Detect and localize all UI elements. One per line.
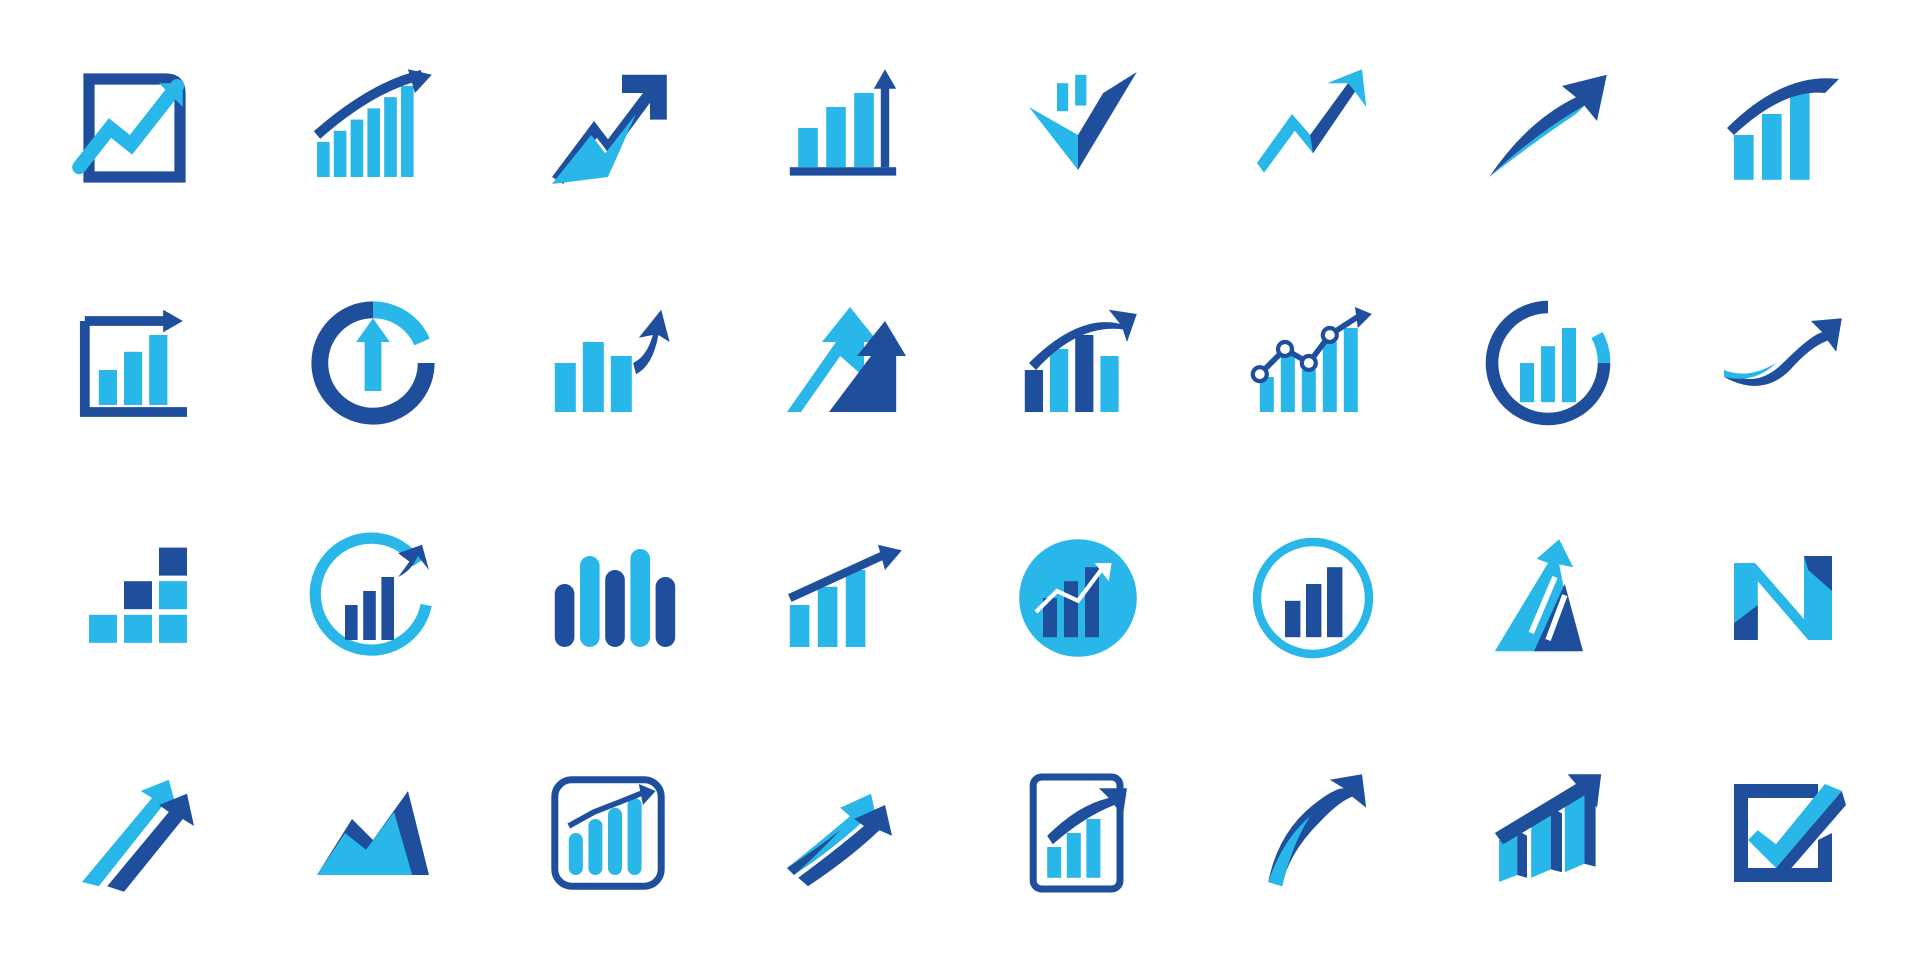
ring-bars-icon — [1243, 528, 1383, 668]
filled-circle-chart-icon — [1008, 528, 1148, 668]
icon-swoosh-arrow — [1470, 40, 1625, 215]
icon-double-arrow-up — [765, 275, 920, 450]
icon-chart-arrow-box — [60, 40, 215, 215]
icon-block-squares — [60, 510, 215, 685]
block-squares-icon — [68, 528, 208, 668]
curved-arrow-up-icon — [1243, 763, 1383, 903]
icon-v-check-swoosh — [1000, 40, 1155, 215]
icon-bars-thin-arrow — [765, 510, 920, 685]
icon-triple-arrows-up — [1470, 510, 1625, 685]
rounded-box-bars-icon — [538, 763, 678, 903]
icon-ring-bars — [1235, 510, 1390, 685]
bars-tall-arrow-icon — [773, 58, 913, 198]
v-check-swoosh-icon — [1008, 58, 1148, 198]
icon-filled-circle-chart — [1000, 510, 1155, 685]
circle-bars-icon — [1478, 293, 1618, 433]
icon-circle-bars — [1470, 275, 1625, 450]
bars-swoosh-icon — [1713, 58, 1853, 198]
icon-slash-arrows — [60, 745, 215, 920]
icon-rounded-box-bars — [530, 745, 685, 920]
double-arrow-up-icon — [773, 293, 913, 433]
icon-bars-curved-arrow — [1000, 275, 1155, 450]
bars-thin-arrow-icon — [773, 528, 913, 668]
icon-bars-side-arrow — [530, 275, 685, 450]
striped-bars-arrow-icon — [303, 58, 443, 198]
swoosh-arrow-icon — [1478, 58, 1618, 198]
slash-arrows-icon — [68, 763, 208, 903]
icon-3d-bars-arrow — [1470, 745, 1625, 920]
bars-in-frame-icon — [68, 293, 208, 433]
icon-bars-in-frame — [60, 275, 215, 450]
wave-arrows-icon — [773, 763, 913, 903]
icon-bars-swoosh — [1705, 40, 1860, 215]
icon-wave-arrows — [765, 745, 920, 920]
c-ring-bars-icon — [303, 528, 443, 668]
zigzag-bolt-icon — [1243, 58, 1383, 198]
wave-arrow-icon — [1713, 293, 1853, 433]
icon-striped-bars-arrow — [295, 40, 450, 215]
icon-grid — [60, 40, 1860, 920]
icon-rounded-bars — [530, 510, 685, 685]
triple-arrows-up-icon — [1478, 528, 1618, 668]
icon-box-checkmark — [1705, 745, 1860, 920]
icon-doc-chart-arrow — [1000, 745, 1155, 920]
icon-n-zigzag — [1705, 510, 1860, 685]
rounded-bars-icon — [538, 528, 678, 668]
icon-mountain-chart — [295, 745, 450, 920]
icon-dotted-line-bars — [1235, 275, 1390, 450]
circle-arrow-up-icon — [303, 293, 443, 433]
bars-curved-arrow-icon — [1008, 293, 1148, 433]
icon-bars-tall-arrow — [765, 40, 920, 215]
icon-circle-arrow-up — [295, 275, 450, 450]
doc-chart-arrow-icon — [1008, 763, 1148, 903]
mountain-chart-icon — [303, 763, 443, 903]
3d-bars-arrow-icon — [1478, 763, 1618, 903]
bars-side-arrow-icon — [538, 293, 678, 433]
chart-arrow-box-icon — [68, 58, 208, 198]
box-checkmark-icon — [1713, 763, 1853, 903]
bold-arrow-up-icon — [538, 58, 678, 198]
icon-zigzag-bolt — [1235, 40, 1390, 215]
icon-curved-arrow-up — [1235, 745, 1390, 920]
dotted-line-bars-icon — [1243, 293, 1383, 433]
icon-bold-arrow-up — [530, 40, 685, 215]
icon-wave-arrow — [1705, 275, 1860, 450]
icon-c-ring-bars — [295, 510, 450, 685]
n-zigzag-icon — [1713, 528, 1853, 668]
